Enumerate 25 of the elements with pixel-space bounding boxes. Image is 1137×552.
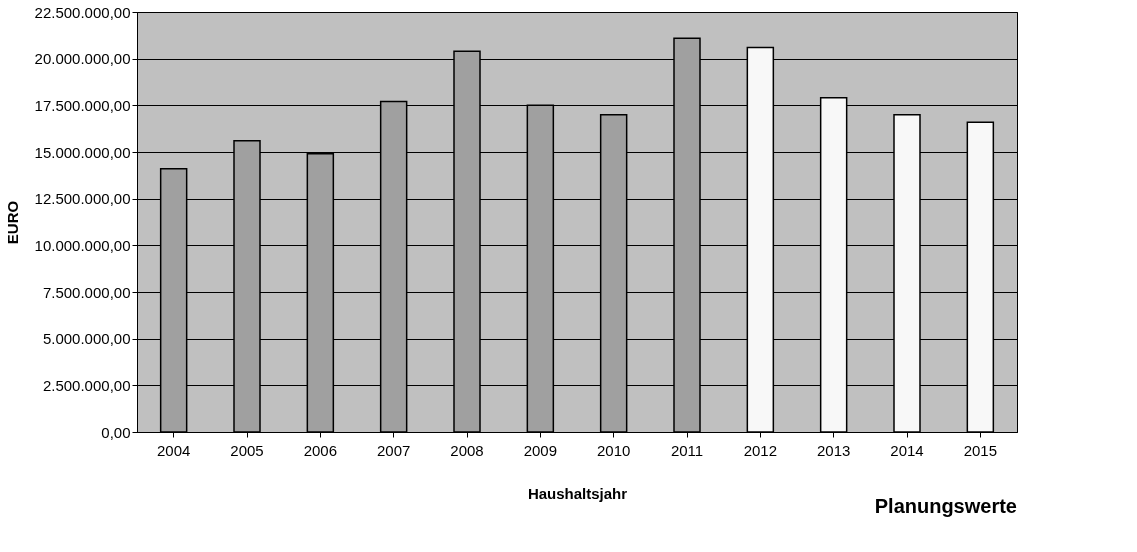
y-tick-label: 15.000.000,00 [34,143,131,161]
x-tick-label: 2010 [596,441,631,459]
text: Planungswerte [874,495,1017,517]
y-tick-label: 0,00 [101,423,131,441]
y-tick-label: 7.500.000,00 [42,283,131,301]
x-tick-label: 2008 [450,441,484,459]
x-tick-label: 2015 [963,441,998,459]
x-tick-label: 2005 [230,441,264,459]
x-tick-label: 2011 [670,441,704,459]
y-tick-label: 2.500.000,00 [42,376,131,394]
y-tick-label: 12.500.000,00 [34,190,131,208]
x-tick-label: 2004 [156,441,191,459]
x-tick-label: 2012 [743,441,778,459]
x-tick-label: 2006 [303,441,338,459]
x-tick-label: 2009 [523,441,558,459]
y-tick-label: 10.000.000,00 [34,236,131,254]
x-tick-label: 2013 [816,441,851,459]
y-tick-label: 5.000.000,00 [42,330,131,348]
x-tick-label: 2014 [890,441,924,459]
y-tick-label: 17.500.000,00 [34,96,131,114]
y-tick-label: 22.500.000,00 [34,3,131,21]
y-axis-title: EURO [3,200,21,245]
x-tick-label: 2007 [376,441,411,459]
x-axis-title: Haushaltsjahr [527,484,628,502]
y-tick-label: 20.000.000,00 [34,50,131,68]
